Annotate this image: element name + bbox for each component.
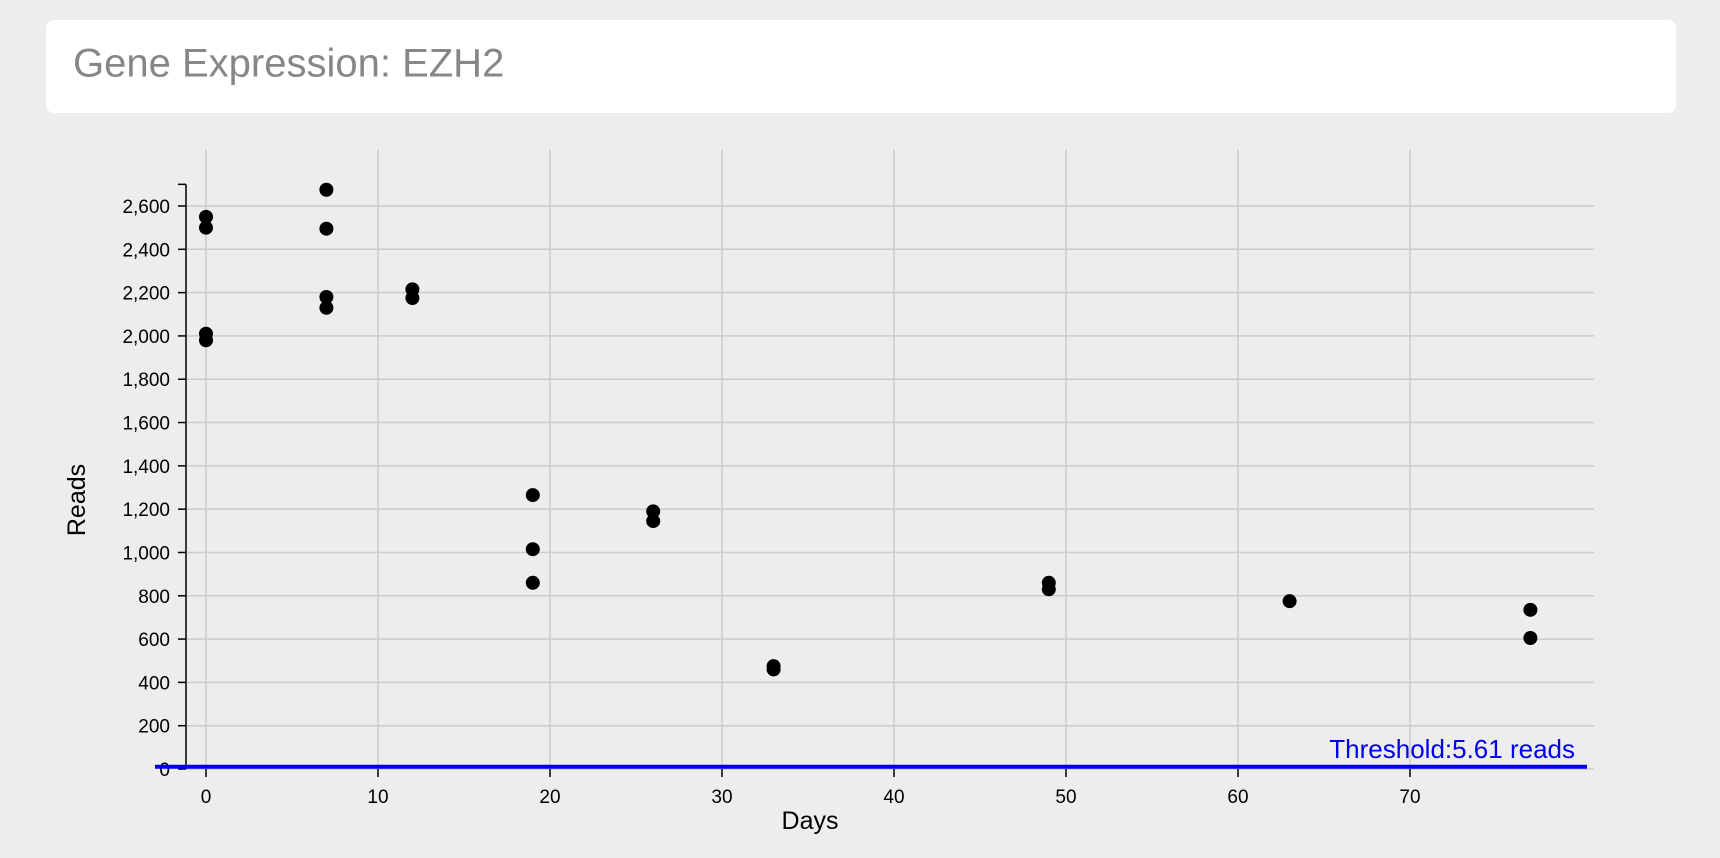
x-tick-label: 40: [883, 787, 904, 808]
data-point: [319, 289, 334, 304]
data-point: [525, 542, 540, 557]
x-tick-label: 20: [539, 787, 560, 808]
data-point: [1523, 602, 1538, 617]
y-tick-labels: 0 200 400 600 800 1,000 1,200 1,400 1,600 1,800 2,…: [122, 197, 186, 781]
y-tick-label: 1,200: [122, 500, 170, 521]
data-point: [1041, 582, 1056, 597]
y-tick-label: 600: [138, 630, 170, 651]
x-tick-label: 0: [201, 787, 212, 808]
title-card: Gene Expression: EZH2: [46, 20, 1676, 113]
data-point: [319, 221, 334, 236]
data-point: [646, 504, 661, 519]
grid-lines: [186, 149, 1594, 770]
data-point: [525, 488, 540, 503]
y-tick-label: 2,200: [122, 284, 170, 305]
x-tick-labels: 0 10 20 30 40 50 60 70: [201, 769, 1421, 808]
threshold-label: Threshold:5.61 reads: [1329, 734, 1575, 764]
y-axis-label: Reads: [63, 464, 91, 536]
y-tick-label: 1,800: [122, 370, 170, 391]
x-tick-label: 30: [711, 787, 732, 808]
y-tick-label: 2,600: [122, 197, 170, 218]
x-tick-label: 10: [367, 787, 388, 808]
data-point: [405, 291, 420, 306]
data-point: [319, 300, 334, 315]
y-tick-label: 800: [138, 587, 170, 608]
page-title: Gene Expression: EZH2: [73, 41, 505, 86]
data-point: [319, 182, 334, 197]
x-axis-label: Days: [782, 807, 839, 835]
y-tick-label: 200: [138, 717, 170, 738]
x-tick-label: 70: [1399, 787, 1420, 808]
y-tick-label: 400: [138, 673, 170, 694]
data-point: [199, 333, 213, 348]
data-point: [1523, 630, 1538, 645]
axes: [178, 183, 187, 769]
data-point: [766, 662, 781, 677]
data-point: [525, 575, 540, 590]
data-point: [1282, 594, 1297, 609]
y-tick-label: 1,000: [122, 543, 170, 564]
x-tick-label: 50: [1055, 787, 1076, 808]
x-tick-label: 60: [1227, 787, 1248, 808]
data-point: [646, 514, 661, 529]
y-tick-label: 2,400: [122, 240, 170, 261]
y-tick-label: 1,600: [122, 414, 170, 435]
y-tick-label: 0: [159, 760, 170, 781]
y-tick-label: 1,400: [122, 457, 170, 478]
y-tick-label: 2,000: [122, 327, 170, 348]
data-point: [199, 220, 213, 235]
data-points: [199, 182, 1538, 677]
data-point: [199, 209, 213, 224]
